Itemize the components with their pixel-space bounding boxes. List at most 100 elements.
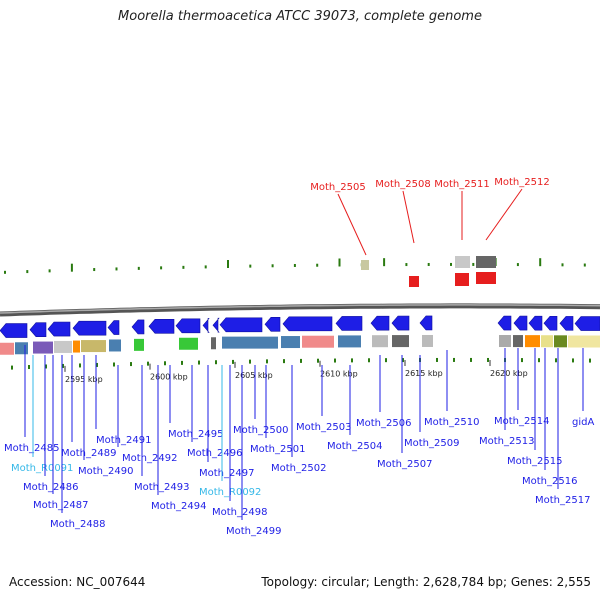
feature-box: [513, 335, 523, 348]
feature-box: [54, 340, 72, 353]
bottom-gene-label: Moth_2510: [424, 417, 479, 428]
gene-arrow: [559, 316, 574, 331]
feature-box: [372, 335, 388, 348]
gene-arrow: [335, 316, 363, 331]
feature-box: [73, 340, 80, 353]
outer-tick-ring: [4, 257, 586, 274]
gene-arrow: [212, 317, 220, 333]
top-gene-leader: [337, 193, 367, 256]
top-gene-box: [409, 276, 419, 287]
bottom-gene-label: Moth_2488: [50, 519, 105, 530]
bottom-gene-label: Moth_2509: [404, 438, 459, 449]
top-genes: Moth_2505 Moth_2508 Moth_2511 Moth_2512: [310, 177, 550, 287]
top-gene-box: [476, 272, 496, 284]
feature-box: [33, 341, 53, 354]
top-gene-leader: [485, 188, 523, 241]
gene-arrow: [370, 315, 390, 331]
gene-arrow: [497, 315, 512, 331]
accession-label: Accession: NC_007644: [9, 575, 146, 589]
feature-box: [338, 335, 361, 348]
kbp-label: 2610 kbp: [320, 370, 358, 379]
bottom-gene-label: Moth_2486: [23, 482, 78, 493]
bottom-gene-label: Moth_2501: [250, 444, 305, 455]
feature-box: [281, 336, 300, 349]
bottom-gene-label: Moth_2494: [151, 501, 206, 512]
feature-boxes: [0, 334, 600, 355]
gene-arrow: [543, 315, 558, 331]
kbp-label: 2615 kbp: [405, 369, 443, 378]
bottom-gene-label: Moth_2495: [168, 429, 223, 440]
bottom-gene-label: Moth_2492: [122, 453, 177, 464]
bottom-gene-label: Moth_2498: [212, 507, 267, 518]
genome-summary: Topology: circular; Length: 2,628,784 bp…: [261, 575, 591, 589]
gene-arrow: [107, 320, 120, 335]
gene-arrow: [419, 315, 433, 331]
top-gene-leader: [402, 190, 415, 244]
gene-arrow: [29, 322, 47, 338]
top-gene-box: [455, 273, 469, 286]
top-gene-box: [476, 256, 496, 268]
gene-arrow: [0, 323, 28, 338]
gene-arrow: [391, 315, 410, 331]
feature-box: [568, 335, 600, 348]
gene-arrow: [47, 321, 71, 337]
bottom-gene-label: Moth_2493: [134, 482, 189, 493]
kbp-label: 2600 kbp: [150, 373, 188, 382]
top-gene-box: [361, 260, 369, 270]
top-gene-box: [455, 256, 470, 268]
bottom-gene-label: Moth_2506: [356, 418, 411, 429]
feature-box: [0, 342, 14, 355]
bottom-gene-label: Moth_2499: [226, 526, 281, 537]
gene-arrow: [72, 320, 107, 336]
gene-arrow: [202, 318, 210, 333]
gene-arrow: [574, 316, 600, 331]
bottom-gene-label: Moth_R0091: [11, 463, 73, 474]
feature-box: [222, 336, 278, 349]
bottom-gene-label: Moth_2504: [327, 441, 382, 452]
gene-arrow: [528, 315, 543, 331]
kbp-label: 2620 kbp: [490, 369, 528, 378]
feature-box: [134, 338, 144, 351]
bottom-gene-label: Moth_2497: [199, 468, 254, 479]
bottom-gene-label: Moth_2491: [96, 435, 151, 446]
bottom-gene-label: Moth_2517: [535, 495, 590, 506]
gene-arrow: [131, 319, 145, 335]
bottom-gene-label: Moth_2485: [4, 443, 59, 454]
bottom-gene-label: Moth_2502: [271, 463, 326, 474]
gene-arrow: [175, 318, 201, 334]
bottom-gene-label: Moth_2507: [377, 459, 432, 470]
gene-track: [0, 315, 600, 338]
map-title: Moorella thermoacetica ATCC 39073, compl…: [118, 9, 482, 24]
feature-box: [422, 334, 433, 347]
genome-backbone: [0, 303, 600, 317]
bottom-gene-label: Moth_2487: [33, 500, 88, 511]
feature-box: [525, 335, 540, 348]
feature-box: [109, 339, 121, 352]
feature-box: [179, 337, 198, 350]
bottom-gene-label: Moth_2516: [522, 476, 577, 487]
top-gene-label: Moth_2511: [434, 179, 489, 190]
bottom-gene-label: Moth_2500: [233, 425, 288, 436]
bottom-gene-label: Moth_2490: [78, 466, 133, 477]
gene-arrow: [513, 315, 528, 331]
kbp-label: 2605 kbp: [235, 371, 273, 380]
feature-box: [541, 335, 553, 348]
top-gene-label: Moth_2505: [310, 182, 365, 193]
feature-box: [499, 335, 511, 348]
genome-backbone-highlight: [0, 304, 600, 314]
bottom-gene-label: Moth_2513: [479, 436, 534, 447]
bottom-gene-label: Moth_2514: [494, 416, 549, 427]
feature-box: [15, 342, 28, 355]
bottom-gene-label: Moth_2503: [296, 422, 351, 433]
feature-box: [211, 337, 216, 350]
gene-arrow: [148, 319, 175, 334]
gene-arrow: [219, 317, 263, 333]
bottom-gene-label: gidA: [572, 417, 594, 428]
feature-box: [81, 340, 106, 353]
bottom-gene-label: Moth_2489: [61, 448, 116, 459]
top-gene-label: Moth_2512: [494, 177, 549, 188]
feature-box: [302, 335, 334, 348]
feature-box: [554, 335, 567, 348]
gene-arrow: [282, 316, 333, 332]
